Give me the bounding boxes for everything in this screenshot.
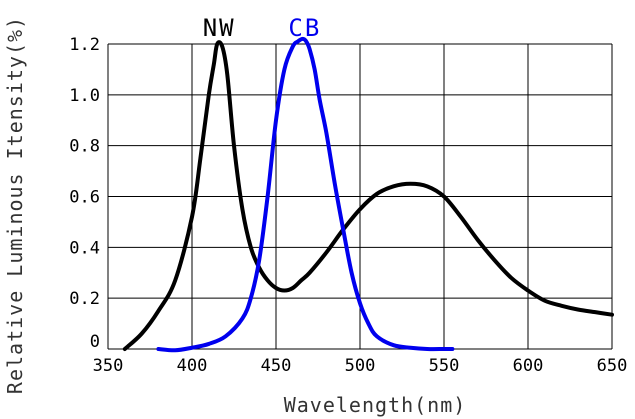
- x-tick-label: 550: [429, 356, 460, 376]
- y-tick-label: 0.6: [69, 188, 100, 208]
- series-labels: NW CB: [203, 14, 321, 42]
- grid: [107, 43, 613, 350]
- series-label-nw: NW: [203, 14, 236, 42]
- series-line-nw: [122, 40, 614, 351]
- y-tick-label: 0.2: [69, 289, 100, 309]
- y-tick-label: 1.2: [69, 35, 100, 55]
- series-line-cb: [156, 36, 455, 353]
- y-tick-label: 0.8: [69, 137, 100, 157]
- y-tick-label: 1.0: [69, 86, 100, 106]
- x-tick-label: 650: [597, 356, 628, 376]
- x-tick-label: 500: [345, 356, 376, 376]
- x-tick-label: 400: [177, 356, 208, 376]
- x-tick-label: 350: [93, 356, 124, 376]
- series-label-cb: CB: [288, 14, 321, 42]
- x-tick-label: 600: [513, 356, 544, 376]
- y-axis-title: Relative Luminous Itensity(%): [3, 16, 27, 394]
- tick-labels: 350 400 450 500 550 600 650 0 0.2 0.4 0.6 0.8 1.0 1.2: [69, 35, 627, 376]
- x-tick-label: 450: [261, 356, 292, 376]
- y-tick-label: 0.4: [69, 238, 100, 258]
- series-group: [122, 36, 614, 353]
- x-axis-title: Wavelength(nm): [284, 393, 467, 417]
- y-tick-label: 0: [90, 332, 100, 352]
